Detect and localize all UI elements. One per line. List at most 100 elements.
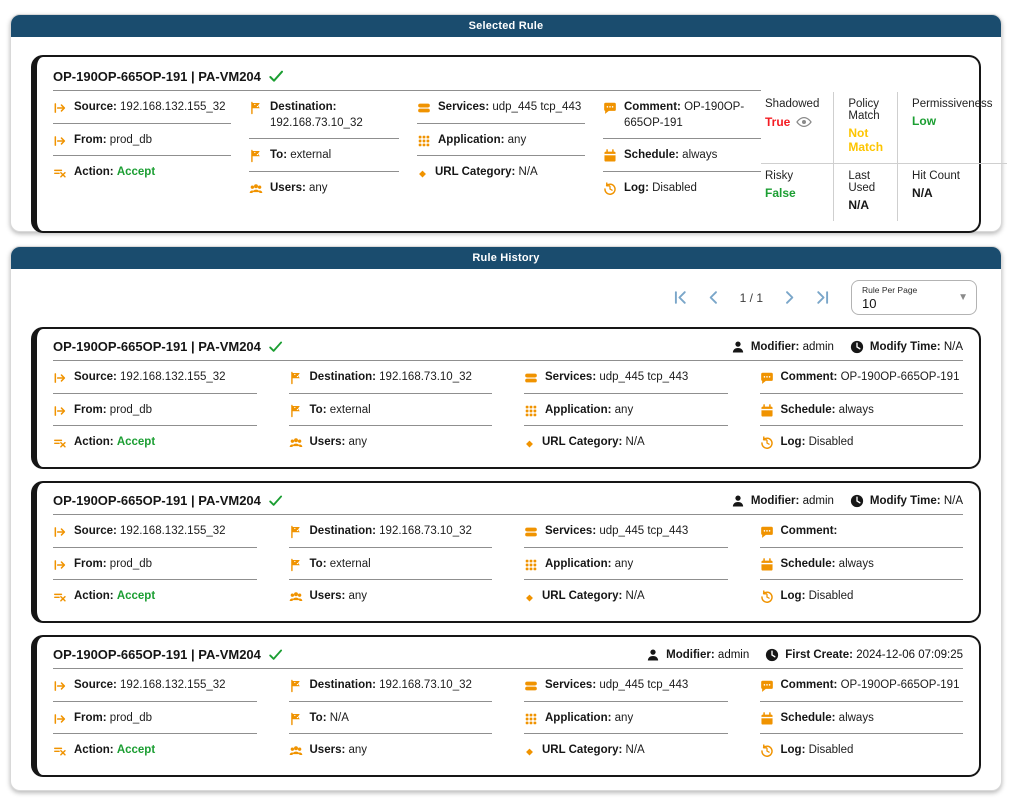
rule-stats-grid: Shadowed True Policy Match Not Match Per… [761, 92, 1007, 221]
field-value: always [838, 711, 874, 724]
field-value: prod_db [109, 557, 153, 570]
field-services: Services: udp_445 tcp_443 [524, 515, 728, 548]
arrow-from-bar-icon [53, 558, 67, 572]
field-label: Services: [545, 525, 597, 538]
field-value: Accept [116, 436, 156, 449]
field-to: To: external [249, 139, 399, 172]
field-comment: Comment: OP-190OP-665OP-191 [603, 91, 761, 140]
meta-value: N/A [943, 340, 963, 353]
caret-down-icon: ▼ [958, 292, 968, 303]
people-group-icon [289, 436, 303, 450]
last-page-icon[interactable] [814, 289, 831, 306]
field-label: Users: [270, 181, 306, 194]
field-label: Source: [74, 101, 117, 113]
field-label: Comment: [624, 101, 681, 113]
field-label: Log: [780, 744, 806, 757]
field-label: To: [309, 403, 327, 416]
person-icon [731, 494, 745, 508]
field-label: Action: [74, 166, 114, 179]
field-label: URL Category: [542, 744, 623, 757]
people-group-icon [289, 590, 303, 604]
field-comment: Comment: [759, 515, 963, 548]
field-action: Action: Accept [53, 426, 257, 458]
flag-icon [289, 371, 303, 385]
field-schedule: Schedule: always [759, 548, 963, 581]
field-url-category: URL Category: N/A [524, 734, 728, 766]
field-value: 192.168.132.155_32 [120, 679, 226, 692]
arrow-from-bar-icon [53, 134, 67, 148]
field-label: URL Category: [542, 436, 623, 449]
selected-rule-panel-header: Selected Rule [11, 15, 1001, 37]
grid-dots-icon [524, 712, 538, 726]
per-page-value: 10 [862, 295, 877, 311]
field-label: Action: [74, 744, 114, 757]
first-page-icon[interactable] [672, 289, 689, 306]
field-schedule: Schedule: always [759, 394, 963, 427]
history-card: OP-190OP-665OP-191 | PA-VM204 Modifier: … [31, 481, 981, 624]
eye-icon[interactable] [796, 114, 812, 130]
field-log: Log: Disabled [760, 580, 964, 612]
field-value: udp_445 tcp_443 [492, 101, 582, 113]
field-value: 192.168.132.155_32 [120, 525, 226, 538]
field-source: Source: 192.168.132.155_32 [53, 361, 257, 394]
meta-label: Modify Time: [869, 494, 941, 507]
stat-hit-count: Hit Count N/A [897, 164, 1007, 221]
field-comment: Comment: OP-190OP-665OP-191 [759, 361, 963, 394]
stat-value: False [765, 186, 796, 200]
field-label: From: [74, 403, 107, 416]
field-value: 192.168.132.155_32 [120, 101, 226, 113]
arrow-from-bar-icon [53, 525, 67, 539]
field-destination: Destination: 192.168.73.10_32 [288, 669, 492, 702]
field-value: OP-190OP-665OP-191 [840, 371, 960, 383]
history-card-fields: Source: 192.168.132.155_32 Destination: … [53, 361, 963, 458]
field-label: Services: [545, 679, 597, 692]
field-label: Destination: [270, 101, 337, 113]
rule-title: OP-190OP-665OP-191 | PA-VM204 [53, 647, 261, 663]
field-value: Disabled [652, 181, 697, 194]
arrow-from-bar-icon [53, 101, 67, 115]
prev-page-icon[interactable] [705, 289, 722, 306]
field-value: udp_445 tcp_443 [599, 371, 689, 383]
field-value: 192.168.73.10_32 [270, 116, 363, 129]
field-url-category: URL Category: N/A [524, 580, 728, 612]
field-label: Source: [74, 371, 117, 383]
field-label: Schedule: [780, 403, 836, 416]
field-value: 192.168.73.10_32 [379, 371, 472, 383]
speech-bubble-icon [760, 371, 774, 385]
field-value: always [838, 403, 874, 416]
field-label: Application: [545, 557, 612, 570]
arrow-from-bar-icon [53, 404, 67, 418]
calendar-icon [760, 404, 774, 418]
arrow-from-bar-icon [53, 679, 67, 693]
field-label: To: [309, 557, 327, 570]
meta-label: First Create: [785, 648, 853, 661]
card-meta: Modifier: admin Modify Time: N/A [731, 340, 963, 354]
field-log: Log: Disabled [603, 172, 761, 204]
rule-per-page-select[interactable]: Rule Per Page 10 ▼ [851, 280, 977, 315]
field-value: any [348, 590, 368, 603]
field-destination: Destination: 192.168.73.10_32 [288, 361, 492, 394]
green-check-icon [268, 339, 283, 354]
stat-label: Permissiveness [912, 98, 993, 110]
stat-label: Shadowed [765, 98, 820, 110]
field-users: Users: any [289, 734, 493, 766]
stat-policy-match: Policy Match Not Match [833, 92, 898, 164]
field-comment: Comment: OP-190OP-665OP-191 [759, 669, 963, 702]
stat-last-used: Last Used N/A [833, 164, 897, 221]
flag-icon [289, 679, 303, 693]
field-value: Disabled [808, 436, 854, 449]
speech-bubble-icon [760, 525, 774, 539]
field-label: Application: [545, 403, 612, 416]
field-label: Destination: [309, 525, 376, 538]
field-value: udp_445 tcp_443 [599, 679, 689, 692]
field-value: any [507, 133, 527, 146]
field-value: any [348, 436, 368, 449]
next-page-icon[interactable] [781, 289, 798, 306]
stacked-bars-icon [524, 679, 538, 693]
diamond-icon [524, 437, 535, 451]
calendar-icon [603, 149, 617, 163]
field-value: any [614, 403, 634, 416]
stacked-bars-icon [524, 525, 538, 539]
stat-value: Low [912, 114, 937, 128]
field-value: always [682, 149, 718, 162]
